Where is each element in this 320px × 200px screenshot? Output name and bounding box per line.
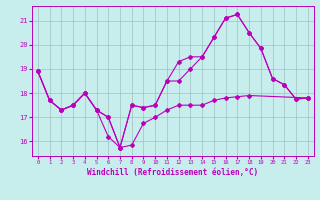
X-axis label: Windchill (Refroidissement éolien,°C): Windchill (Refroidissement éolien,°C) [87,168,258,177]
